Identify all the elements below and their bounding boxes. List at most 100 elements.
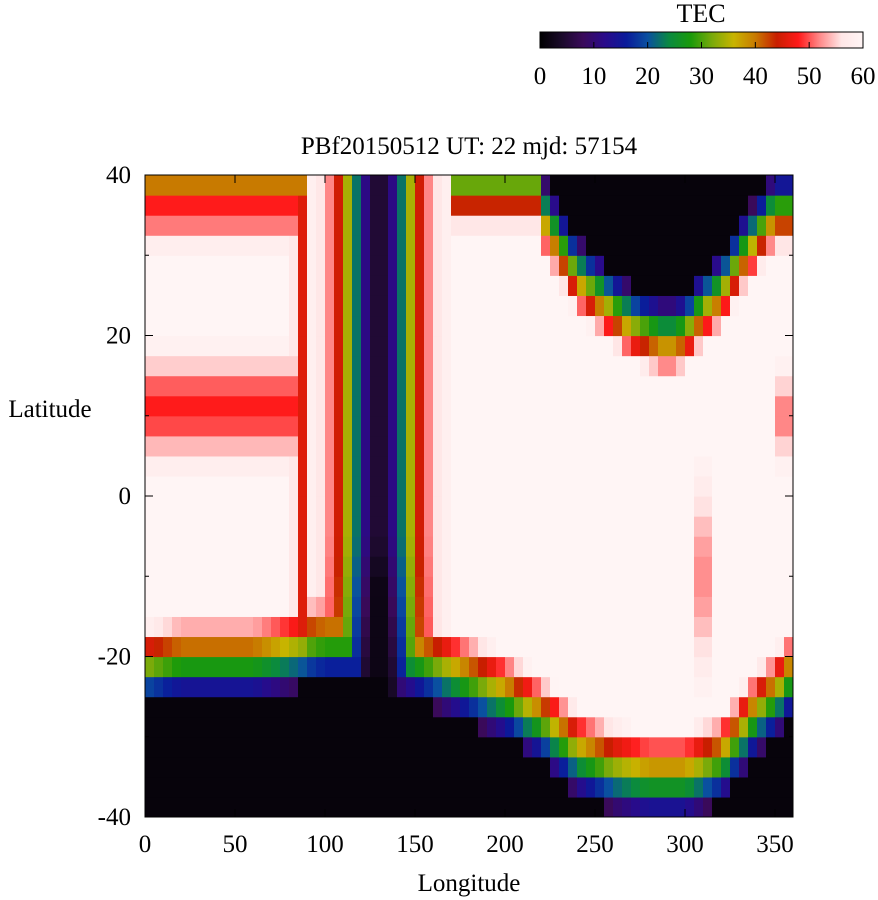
heatmap-cell — [145, 315, 155, 337]
heatmap-cell — [424, 756, 434, 778]
heatmap-cell — [604, 355, 614, 377]
heatmap-cell — [244, 215, 254, 236]
heatmap-cell — [406, 596, 416, 617]
heatmap-cell — [415, 656, 425, 678]
heatmap-cell — [145, 255, 155, 276]
heatmap-cell — [685, 696, 695, 718]
heatmap-cell — [289, 175, 299, 196]
heatmap-cell — [721, 736, 731, 758]
heatmap-cell — [685, 516, 695, 537]
heatmap-cell — [631, 295, 641, 317]
heatmap-cell — [451, 375, 461, 397]
heatmap-cell — [379, 716, 389, 738]
heatmap-cell — [766, 636, 776, 658]
heatmap-cell — [253, 435, 263, 457]
heatmap-cell — [649, 656, 659, 678]
heatmap-cell — [712, 636, 722, 658]
heatmap-cell — [208, 716, 218, 738]
heatmap-cell — [649, 556, 659, 577]
heatmap-cell — [442, 475, 452, 497]
heatmap-cell — [514, 195, 524, 216]
heatmap-cell — [496, 676, 506, 698]
heatmap-cell — [631, 576, 641, 597]
heatmap-cell — [388, 756, 398, 778]
heatmap-cell — [415, 395, 425, 417]
heatmap-cell — [541, 716, 551, 738]
heatmap-cell — [694, 275, 704, 296]
heatmap-cell — [415, 275, 425, 296]
heatmap-cell — [415, 375, 425, 397]
heatmap-cell — [469, 275, 479, 296]
heatmap-cell — [181, 736, 191, 758]
heatmap-cell — [370, 395, 380, 417]
heatmap-cell — [370, 676, 380, 698]
heatmap-cell — [154, 696, 164, 718]
heatmap-cell — [604, 556, 614, 577]
heatmap-cell — [757, 375, 767, 397]
heatmap-cell — [604, 335, 614, 357]
heatmap-cell — [370, 556, 380, 577]
heatmap-cell — [325, 556, 335, 577]
heatmap-cell — [370, 215, 380, 236]
heatmap-cell — [352, 716, 362, 738]
heatmap-cell — [190, 355, 200, 377]
heatmap-cell — [766, 616, 776, 638]
heatmap-cell — [451, 756, 461, 778]
heatmap-cell — [622, 676, 632, 698]
heatmap-cell — [280, 415, 290, 437]
heatmap-cell — [298, 355, 308, 377]
heatmap-cell — [397, 455, 407, 477]
heatmap-cell — [262, 696, 272, 718]
heatmap-cell — [784, 475, 793, 497]
heatmap-cell — [280, 556, 290, 577]
heatmap-cell — [271, 736, 281, 758]
heatmap-cell — [550, 355, 560, 377]
x-axis-label: Longitude — [418, 870, 521, 897]
heatmap-cell — [334, 175, 344, 196]
heatmap-cell — [307, 776, 317, 798]
heatmap-cell — [397, 656, 407, 678]
heatmap-cell — [388, 315, 398, 337]
heatmap-cell — [766, 576, 776, 597]
heatmap-cell — [298, 516, 308, 537]
heatmap-cell — [676, 776, 686, 798]
heatmap-cell — [559, 195, 569, 216]
heatmap-cell — [280, 636, 290, 658]
heatmap-cell — [298, 496, 308, 517]
heatmap-cell — [712, 556, 722, 577]
heatmap-cell — [577, 475, 587, 497]
heatmap-cell — [757, 796, 767, 817]
heatmap-cell — [163, 455, 173, 477]
heatmap-cell — [685, 475, 695, 497]
heatmap-cell — [748, 375, 758, 397]
heatmap-cell — [289, 596, 299, 617]
heatmap-cell — [298, 556, 308, 577]
heatmap-cell — [604, 496, 614, 517]
heatmap-cell — [145, 616, 155, 638]
heatmap-cell — [208, 516, 218, 537]
heatmap-cell — [586, 576, 596, 597]
heatmap-cell — [271, 776, 281, 798]
heatmap-cell — [424, 616, 434, 638]
heatmap-cell — [208, 395, 218, 417]
heatmap-cell — [208, 736, 218, 758]
heatmap-cell — [559, 756, 569, 778]
heatmap-cell — [280, 696, 290, 718]
heatmap-cell — [748, 636, 758, 658]
heatmap-cell — [613, 796, 623, 817]
heatmap-cell — [289, 676, 299, 698]
heatmap-cell — [514, 516, 524, 537]
heatmap-cell — [289, 435, 299, 457]
heatmap-cell — [496, 536, 506, 557]
heatmap-cell — [496, 215, 506, 236]
heatmap-cell — [613, 375, 623, 397]
heatmap-cell — [145, 716, 155, 738]
heatmap-cell — [784, 195, 793, 216]
heatmap-cell — [631, 636, 641, 658]
heatmap-cell — [757, 516, 767, 537]
heatmap-cell — [334, 736, 344, 758]
heatmap-cell — [550, 636, 560, 658]
heatmap-cell — [523, 475, 533, 497]
heatmap-cell — [334, 255, 344, 276]
heatmap-cell — [397, 175, 407, 196]
